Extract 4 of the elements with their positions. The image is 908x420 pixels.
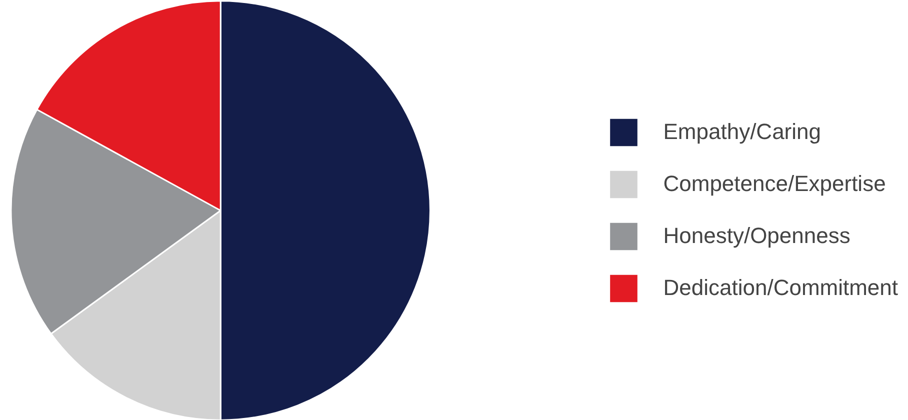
- legend-label: Empathy/Caring: [663, 119, 821, 145]
- legend-label: Competence/Expertise: [663, 171, 886, 197]
- legend-label: Dedication/Commitment: [663, 275, 898, 301]
- legend-label: Honesty/Openness: [663, 223, 850, 249]
